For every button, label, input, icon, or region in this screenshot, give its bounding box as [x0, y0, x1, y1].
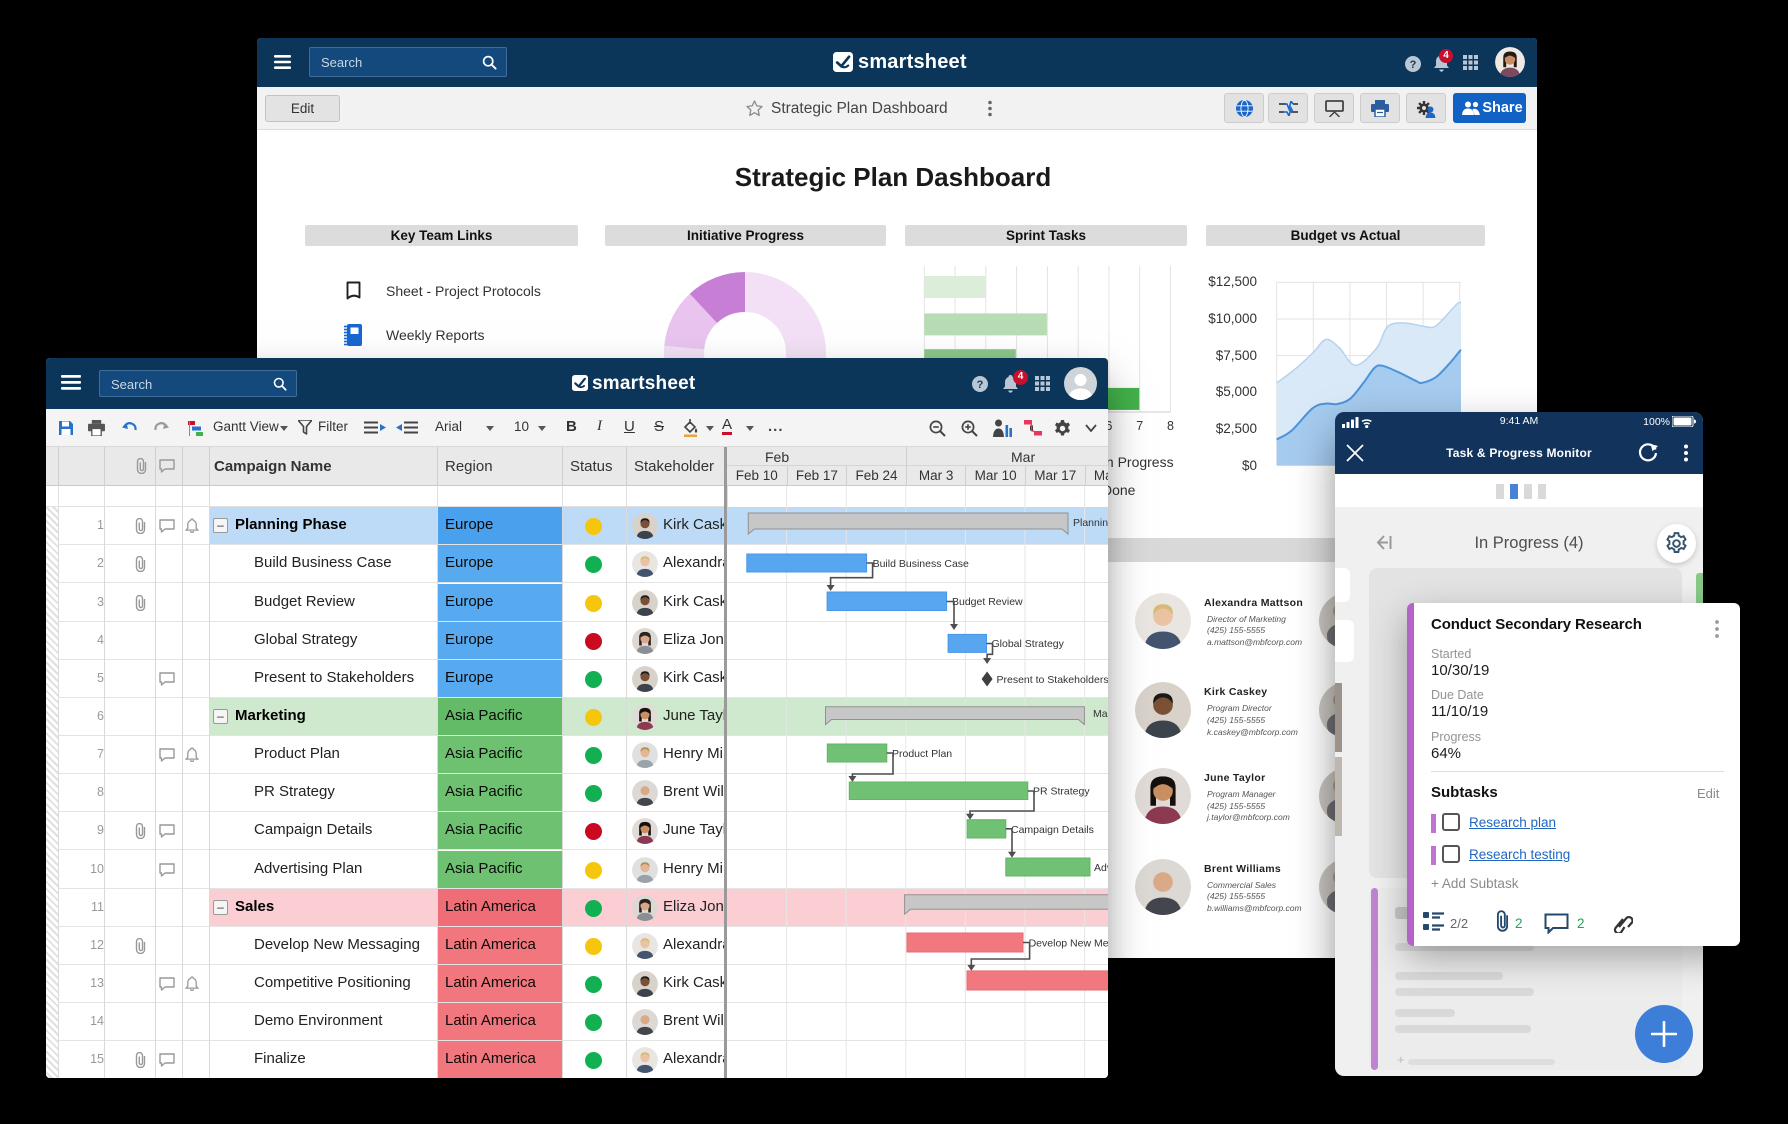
svg-text:Present to Stakeholders: Present to Stakeholders [997, 674, 1109, 686]
svg-text:6: 6 [1105, 419, 1112, 433]
svg-text:Build Business Case: Build Business Case [873, 558, 969, 570]
svg-text:Budget Review: Budget Review [952, 596, 1023, 608]
svg-text:?: ? [1410, 59, 1417, 71]
svg-text:7: 7 [1136, 419, 1143, 433]
svg-text:Global Strategy: Global Strategy [992, 638, 1065, 650]
svg-text:?: ? [977, 379, 984, 391]
svg-text:Marketing: Marketing [1093, 708, 1108, 720]
svg-text:Planning Phase: Planning Phase [1073, 517, 1108, 529]
svg-text:Develop New Messaging: Develop New Messaging [1029, 938, 1108, 950]
svg-text:Campaign Details: Campaign Details [1011, 824, 1094, 836]
svg-text:PR Strategy: PR Strategy [1033, 786, 1090, 798]
svg-text:Advertising Plan: Advertising Plan [1094, 862, 1108, 874]
svg-text:Product Plan: Product Plan [892, 748, 952, 760]
svg-text:8: 8 [1167, 419, 1174, 433]
